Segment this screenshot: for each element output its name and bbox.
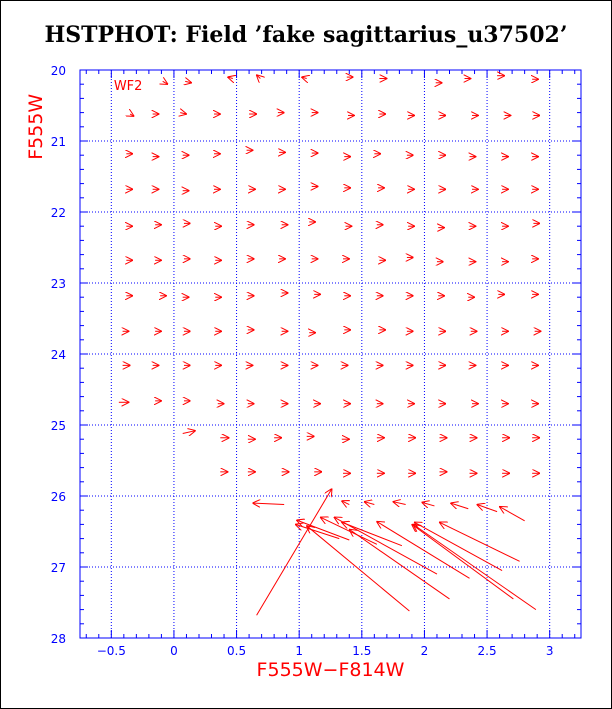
data-arrow	[295, 524, 340, 540]
data-arrow	[180, 113, 186, 114]
y-axis-label: F555W	[25, 94, 47, 160]
y-tick-label: 25	[51, 419, 66, 433]
data-arrow	[422, 502, 435, 506]
data-arrow	[228, 77, 233, 78]
data-arrow	[439, 522, 520, 562]
x-tick-label: 2	[421, 644, 429, 658]
y-tick-label: 23	[51, 277, 66, 291]
data-arrow	[342, 501, 350, 505]
x-tick-label: 1.5	[352, 644, 371, 658]
data-arrow	[163, 81, 168, 84]
data-arrow	[477, 505, 498, 513]
data-arrow	[302, 77, 307, 78]
x-tick-label: −0.5	[97, 644, 126, 658]
panel-label: WF2	[114, 79, 143, 94]
y-tick-label: 22	[51, 206, 66, 220]
x-tick-label: 2.5	[478, 644, 497, 658]
x-axis-label: F555W−F814W	[257, 659, 405, 681]
data-arrow	[451, 503, 469, 510]
data-arrow	[256, 489, 332, 616]
data-arrow	[500, 507, 525, 522]
grid-lines	[80, 70, 581, 638]
x-tick-label: 0.5	[227, 644, 246, 658]
y-tick-label: 20	[51, 64, 66, 78]
x-tick-label: 3	[546, 644, 554, 658]
y-tick-label: 27	[51, 561, 66, 575]
data-arrow	[412, 524, 514, 600]
y-tick-label: 26	[51, 490, 66, 504]
data-arrow	[413, 524, 537, 611]
data-arrow	[334, 517, 438, 575]
data-arrow	[297, 520, 350, 541]
data-arrow	[377, 522, 470, 579]
y-tick-label: 24	[51, 348, 66, 362]
x-tick-label: 1	[295, 644, 303, 658]
data-arrow	[342, 522, 403, 547]
data-arrow	[182, 431, 196, 434]
data-arrow	[349, 529, 450, 600]
y-tick-label: 21	[51, 135, 66, 149]
data-arrow	[257, 75, 261, 79]
arrow-series	[118, 75, 541, 616]
data-arrow	[364, 502, 375, 505]
x-tick-label: 0	[170, 644, 178, 658]
chart-title: HSTPHOT: Field ’fake sagittarius_u37502’	[44, 22, 568, 48]
data-arrow	[185, 81, 191, 82]
data-arrow	[307, 526, 410, 612]
data-arrow	[253, 503, 285, 504]
data-arrow	[414, 522, 503, 571]
data-arrow	[393, 502, 406, 505]
data-arrow	[130, 114, 134, 116]
y-tick-label: 28	[51, 632, 66, 646]
axis-ticks: −0.5 0 0.5 1 1.5 2 2.5 3 20 21 22 23 24 25 26 27 28	[51, 64, 581, 658]
